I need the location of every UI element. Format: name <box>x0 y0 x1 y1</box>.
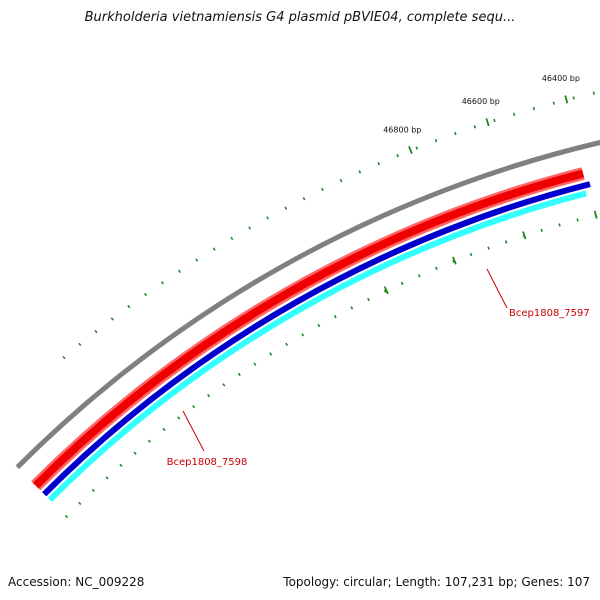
gene-callouts: Bcep1808_7597 Bcep1808_7598 <box>167 268 590 468</box>
inner-major-tick <box>522 231 527 240</box>
inner-minor-tick <box>504 240 508 244</box>
outer-minor-tick <box>94 329 98 334</box>
gene-bcep1808-7598 <box>32 169 585 489</box>
outer-major-tick <box>408 145 413 155</box>
topology-summary: Topology: circular; Length: 107,231 bp; … <box>283 575 590 589</box>
outer-minor-tick <box>62 355 66 360</box>
outer-minor-tick <box>396 154 399 158</box>
sequence-tracks <box>15 140 600 503</box>
inner-minor-tick <box>78 501 82 506</box>
inner-minor-tick <box>469 252 473 257</box>
inner-minor-tick <box>64 514 69 519</box>
outer-minor-tick <box>512 112 516 117</box>
outer-minor-tick <box>552 101 555 105</box>
inner-minor-tick <box>147 439 152 443</box>
outer-minor-tick <box>127 304 131 309</box>
outer-tick-ring <box>62 91 595 360</box>
inner-major-tick <box>593 210 598 219</box>
outer-major-tick <box>485 118 490 127</box>
outer-minor-tick <box>434 138 438 143</box>
gene-label: Bcep1808_7598 <box>167 457 248 468</box>
outer-minor-tick <box>358 170 362 174</box>
inner-minor-tick <box>367 297 370 302</box>
outer-major-tick <box>564 95 569 104</box>
gene-label: Bcep1808_7597 <box>509 308 590 319</box>
bp-label: 46600 bp <box>462 97 500 106</box>
inner-minor-tick <box>540 228 543 233</box>
accession-text: Accession: NC_009228 <box>8 575 145 589</box>
inner-minor-tick <box>487 246 490 250</box>
inner-minor-tick <box>269 352 273 356</box>
inner-minor-tick <box>207 394 211 398</box>
outer-minor-tick <box>230 236 234 241</box>
inner-minor-tick <box>237 372 241 377</box>
inner-minor-tick <box>133 451 137 455</box>
gene-callout-line <box>182 410 205 452</box>
inner-minor-tick <box>192 405 196 409</box>
inner-minor-tick <box>285 342 289 347</box>
outer-minor-tick <box>284 206 288 210</box>
track-blue <box>42 181 591 497</box>
bp-label: 46400 bp <box>542 74 580 83</box>
bp-labels: 45400 bp45600 bp45800 bp46000 bp46200 bp… <box>383 74 580 135</box>
inner-minor-tick <box>333 314 337 319</box>
inner-major-tick <box>452 256 457 265</box>
inner-minor-tick <box>222 383 226 387</box>
inner-minor-tick <box>435 266 438 271</box>
outer-minor-tick <box>143 292 148 297</box>
inner-minor-tick <box>91 488 95 493</box>
bp-label: 46800 bp <box>383 126 421 135</box>
track-cyan <box>47 190 587 503</box>
outer-minor-tick <box>195 258 199 262</box>
inner-minor-tick <box>177 416 181 420</box>
outer-minor-tick <box>377 161 380 166</box>
outer-minor-tick <box>454 131 457 136</box>
inner-tick-ring <box>64 210 598 519</box>
map-title: Burkholderia vietnamiensis G4 plasmid pB… <box>84 10 516 25</box>
inner-minor-tick <box>317 323 321 328</box>
inner-minor-tick <box>383 289 387 294</box>
inner-minor-tick <box>452 259 455 264</box>
outer-minor-tick <box>493 118 496 123</box>
inner-minor-tick <box>350 306 354 310</box>
outer-minor-tick <box>339 178 343 183</box>
outer-minor-tick <box>110 317 114 321</box>
inner-major-tick <box>383 286 389 295</box>
outer-minor-tick <box>592 91 595 95</box>
inner-minor-tick <box>253 362 257 366</box>
outer-minor-tick <box>160 281 164 285</box>
inner-minor-tick <box>162 427 166 432</box>
outer-minor-tick <box>212 247 216 251</box>
inner-minor-tick <box>119 463 123 468</box>
inner-minor-tick <box>105 476 109 480</box>
outer-minor-tick <box>321 187 324 192</box>
outer-minor-tick <box>302 196 306 201</box>
outer-minor-tick <box>78 342 82 347</box>
outer-minor-tick <box>415 146 419 150</box>
backbone-arc <box>15 140 600 470</box>
inner-minor-tick <box>301 333 305 337</box>
inner-minor-tick <box>576 218 579 222</box>
outer-minor-tick <box>248 226 252 230</box>
outer-minor-tick <box>178 269 181 273</box>
inner-minor-tick <box>558 223 561 227</box>
inner-minor-tick <box>417 274 421 278</box>
gene-callout-line <box>486 268 508 309</box>
outer-minor-tick <box>572 96 575 100</box>
inner-minor-tick <box>400 281 404 286</box>
outer-minor-tick <box>532 106 536 111</box>
outer-minor-tick <box>266 216 270 220</box>
outer-minor-tick <box>473 125 477 129</box>
